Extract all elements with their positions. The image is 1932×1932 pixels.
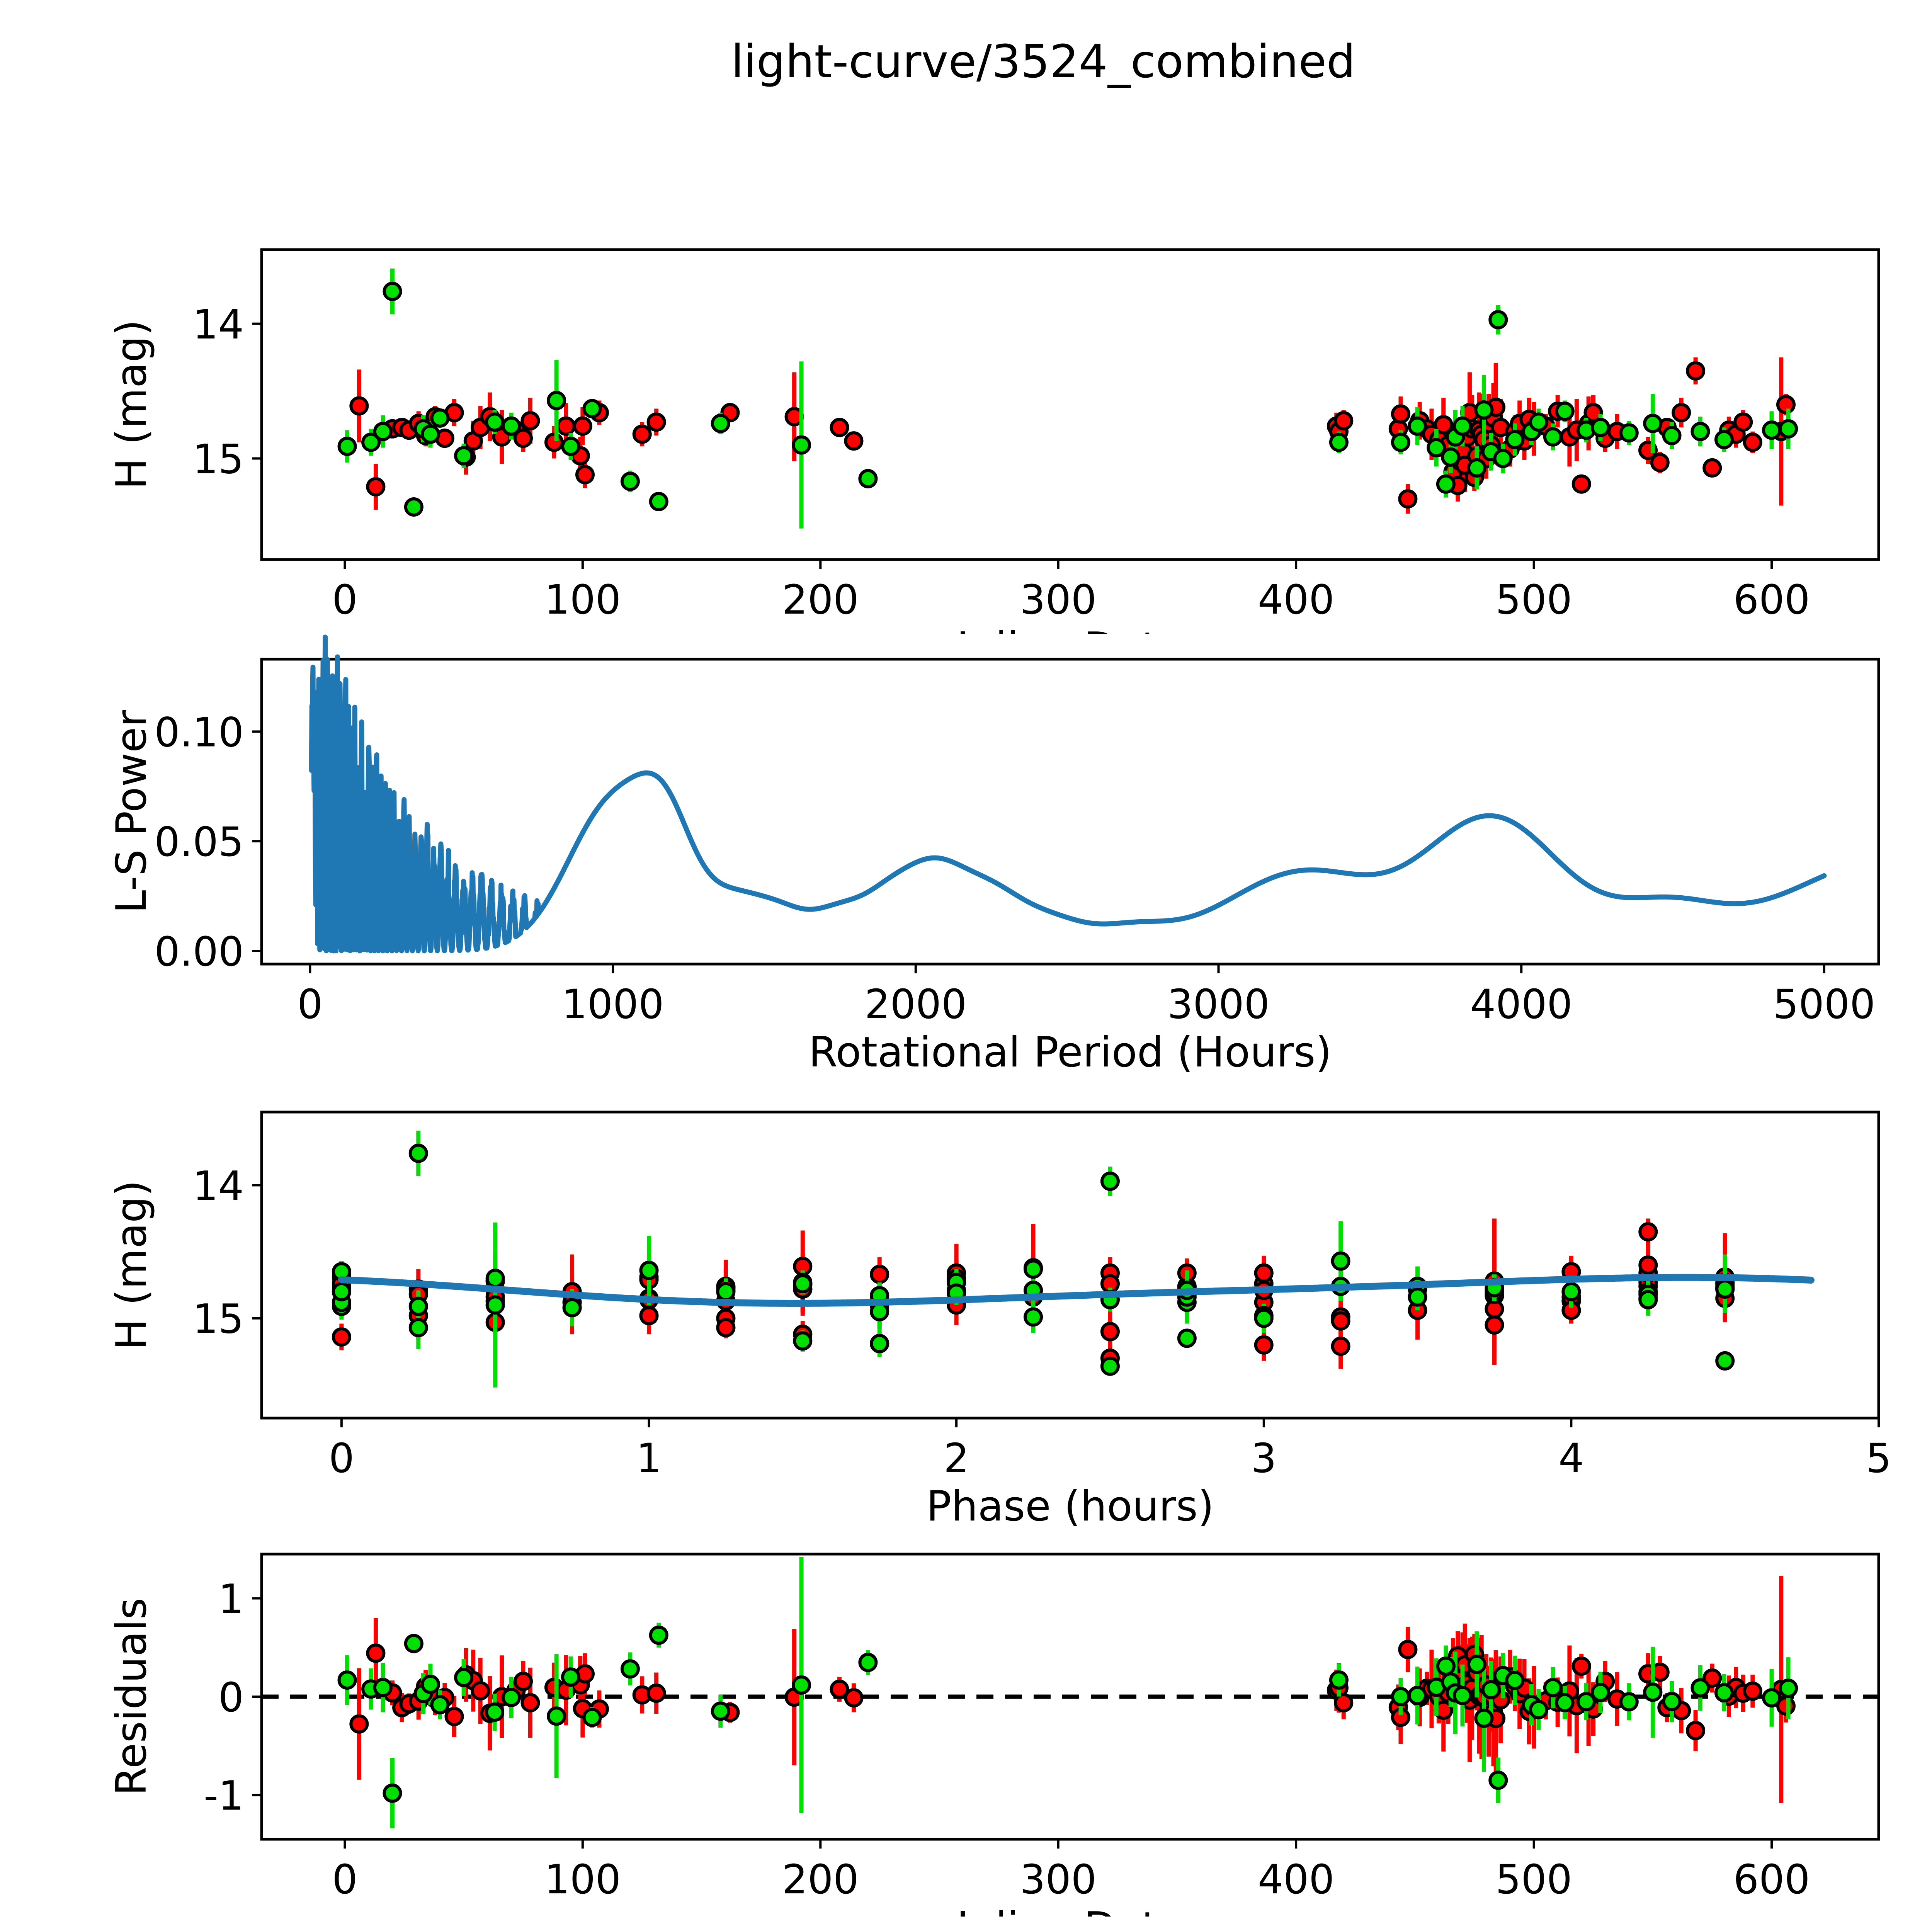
- panel-phase-folded-lightcurve: 0 1 2 3 4 5 Phase (hours) 14 15 H (mag): [0, 1094, 1932, 1530]
- svg-text:4000: 4000: [1470, 981, 1573, 1028]
- svg-text:-1: -1: [204, 1772, 244, 1819]
- panel-residuals: 0 100 200 300 400 500 600 Julian Date -1 0 1 Residu…: [0, 1530, 1932, 1917]
- svg-text:4: 4: [1558, 1435, 1584, 1482]
- svg-text:Phase (hours): Phase (hours): [926, 1482, 1214, 1530]
- svg-text:300: 300: [1020, 1856, 1097, 1903]
- svg-text:500: 500: [1495, 1856, 1572, 1903]
- svg-text:0.10: 0.10: [154, 709, 244, 756]
- svg-text:0: 0: [329, 1435, 354, 1482]
- svg-text:L-S Power: L-S Power: [107, 710, 156, 913]
- svg-text:0: 0: [332, 1856, 357, 1903]
- svg-text:600: 600: [1733, 1856, 1810, 1903]
- svg-text:15: 15: [193, 1296, 244, 1343]
- svg-text:Julian Date: Julian Date: [954, 624, 1184, 634]
- svg-text:0.05: 0.05: [154, 818, 244, 866]
- svg-text:H (mag): H (mag): [107, 320, 156, 490]
- svg-text:0: 0: [332, 576, 357, 623]
- svg-text:5: 5: [1866, 1435, 1891, 1482]
- svg-text:14: 14: [193, 301, 244, 348]
- svg-text:500: 500: [1495, 576, 1572, 623]
- svg-text:3000: 3000: [1167, 981, 1270, 1028]
- panel-lightcurve-raw: 0 100 200 300 400 500 600 Julian Date 14 15 H (mag…: [0, 216, 1932, 634]
- svg-text:100: 100: [544, 1856, 621, 1903]
- svg-text:5000: 5000: [1773, 981, 1876, 1028]
- svg-text:H (mag): H (mag): [107, 1180, 156, 1350]
- svg-text:14: 14: [193, 1162, 244, 1209]
- svg-text:400: 400: [1258, 1856, 1335, 1903]
- svg-text:Rotational Period (Hours): Rotational Period (Hours): [809, 1028, 1332, 1077]
- svg-text:Residuals: Residuals: [107, 1598, 156, 1796]
- svg-text:200: 200: [782, 576, 859, 623]
- svg-text:0: 0: [297, 981, 323, 1028]
- svg-text:300: 300: [1020, 576, 1097, 623]
- svg-text:200: 200: [782, 1856, 859, 1903]
- svg-text:100: 100: [544, 576, 621, 623]
- panel-lomb-scargle-periodogram: 0 1000 2000 3000 4000 5000 Rotational Period (…: [0, 634, 1932, 1094]
- svg-text:0.00: 0.00: [154, 928, 244, 975]
- svg-text:600: 600: [1733, 576, 1810, 623]
- svg-text:1: 1: [218, 1576, 244, 1623]
- svg-text:2000: 2000: [864, 981, 967, 1028]
- svg-text:1: 1: [636, 1435, 662, 1482]
- svg-text:15: 15: [193, 435, 244, 483]
- svg-text:2: 2: [944, 1435, 969, 1482]
- svg-text:400: 400: [1258, 576, 1335, 623]
- svg-text:3: 3: [1251, 1435, 1277, 1482]
- svg-text:1000: 1000: [562, 981, 664, 1028]
- svg-text:0: 0: [218, 1674, 244, 1721]
- figure-title: light-curve/3524_combined: [731, 35, 1355, 88]
- svg-text:Julian Date: Julian Date: [954, 1903, 1184, 1917]
